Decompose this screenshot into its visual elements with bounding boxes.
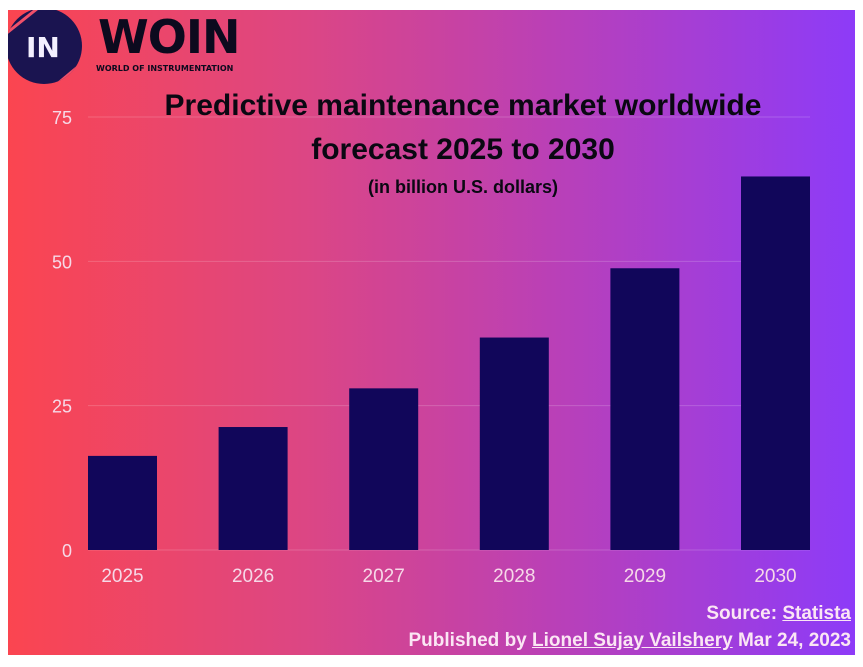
y-tick-label: 25 (52, 397, 72, 417)
bar-2029 (610, 268, 680, 550)
bar-2025 (88, 455, 157, 550)
bar-2028 (479, 337, 549, 550)
x-tick-label: 2025 (101, 566, 143, 587)
logo-mark: IN (26, 31, 60, 64)
logo-circle-icon: IN (8, 10, 82, 84)
x-tick-label: 2026 (232, 566, 274, 587)
chart-subtitle: (in billion U.S. dollars) (367, 177, 558, 197)
y-tick-label: 50 (52, 252, 72, 272)
author-link[interactable]: Lionel Sujay Vailshery (532, 630, 733, 651)
logo-name: WOIN (98, 10, 240, 64)
x-tick-label: 2030 (754, 566, 796, 587)
source-label: Source: (706, 603, 778, 624)
published-label: Published by (408, 630, 527, 651)
source-line: Source: Statista (706, 603, 851, 625)
logo-tagline: WORLD OF INSTRUMENTATION (96, 64, 234, 73)
x-tick-label: 2029 (624, 566, 666, 587)
x-tick-label: 2028 (493, 566, 535, 587)
published-line: Published by Lionel Sujay Vailshery Mar … (409, 630, 852, 652)
bar-2027 (349, 388, 419, 550)
chart-title-line2: forecast 2025 to 2030 (311, 133, 615, 166)
y-tick-label: 75 (52, 108, 72, 128)
x-tick-label: 2027 (363, 566, 405, 587)
bar-2026 (218, 427, 288, 550)
publish-date: Mar 24, 2023 (737, 630, 851, 651)
y-tick-label: 0 (62, 541, 72, 561)
bar-2030 (741, 176, 810, 550)
source-link[interactable]: Statista (782, 603, 851, 624)
chart-title-line1: Predictive maintenance market worldwide (164, 89, 762, 122)
